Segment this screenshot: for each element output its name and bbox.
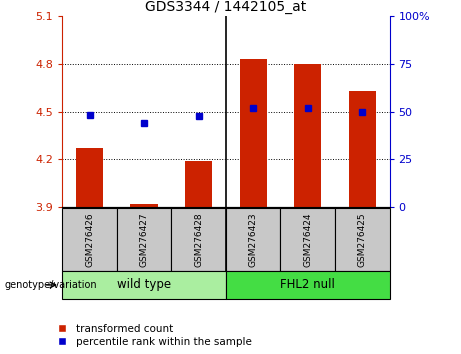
Bar bbox=[240, 59, 267, 207]
Bar bbox=[185, 161, 212, 207]
Bar bbox=[226, 208, 280, 271]
Text: wild type: wild type bbox=[117, 279, 171, 291]
Bar bbox=[349, 91, 376, 207]
Bar bbox=[76, 148, 103, 207]
Bar bbox=[62, 271, 226, 299]
Bar bbox=[62, 208, 117, 271]
Bar bbox=[117, 208, 171, 271]
Text: FHL2 null: FHL2 null bbox=[280, 279, 335, 291]
Text: genotype/variation: genotype/variation bbox=[5, 280, 97, 290]
Text: GSM276423: GSM276423 bbox=[248, 212, 258, 267]
Bar bbox=[280, 208, 335, 271]
Bar bbox=[171, 208, 226, 271]
Text: GSM276427: GSM276427 bbox=[140, 212, 148, 267]
Legend: transformed count, percentile rank within the sample: transformed count, percentile rank withi… bbox=[51, 324, 252, 347]
Bar bbox=[130, 204, 158, 207]
Bar bbox=[226, 271, 390, 299]
Text: GSM276424: GSM276424 bbox=[303, 212, 312, 267]
Text: GSM276425: GSM276425 bbox=[358, 212, 367, 267]
Text: GSM276428: GSM276428 bbox=[194, 212, 203, 267]
Title: GDS3344 / 1442105_at: GDS3344 / 1442105_at bbox=[145, 0, 307, 13]
Bar bbox=[335, 208, 390, 271]
Text: GSM276426: GSM276426 bbox=[85, 212, 94, 267]
Bar bbox=[294, 64, 321, 207]
